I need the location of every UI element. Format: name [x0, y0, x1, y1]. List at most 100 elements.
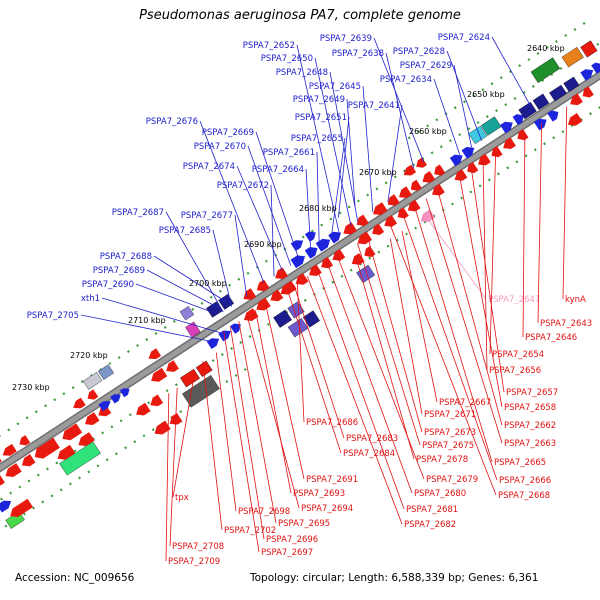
gene-glyph[interactable] — [82, 412, 100, 428]
gene-glyph[interactable] — [318, 256, 334, 271]
gene-label[interactable]: PSPA7_2685 — [159, 226, 211, 236]
gene-label[interactable]: PSPA7_2673 — [424, 428, 476, 438]
gene-label[interactable]: PSPA7_2669 — [202, 128, 254, 138]
gene-glyph[interactable] — [429, 183, 445, 199]
gene-glyph[interactable] — [241, 288, 257, 303]
gene-glyph[interactable] — [76, 432, 95, 449]
gene-glyph[interactable] — [408, 179, 422, 194]
gene-label[interactable]: PSPA7_2638 — [332, 49, 384, 59]
gene-label[interactable]: PSPA7_2667 — [439, 398, 491, 408]
gene-label[interactable]: PSPA7_2698 — [238, 507, 290, 517]
gene-label[interactable]: PSPA7_2661 — [263, 148, 315, 158]
gene-glyph[interactable] — [272, 267, 288, 282]
gene-glyph[interactable] — [119, 386, 132, 398]
gene-glyph[interactable] — [565, 112, 583, 129]
gene-label[interactable]: PSPA7_2677 — [181, 211, 233, 221]
gene-label[interactable]: PSPA7_2657 — [506, 388, 558, 398]
gene-glyph[interactable] — [268, 289, 284, 305]
gene-label[interactable]: PSPA7_2656 — [489, 366, 541, 376]
gene-label[interactable]: PSPA7_2691 — [306, 475, 358, 485]
gene-label[interactable]: PSPA7_2708 — [172, 542, 224, 552]
gene-glyph[interactable] — [480, 116, 502, 136]
gene-glyph[interactable] — [7, 498, 34, 521]
gene-glyph[interactable] — [59, 423, 83, 443]
gene-glyph[interactable] — [414, 157, 428, 171]
gene-label[interactable]: PSPA7_2645 — [309, 82, 361, 92]
gene-glyph[interactable] — [518, 101, 537, 120]
gene-label[interactable]: PSPA7_2686 — [306, 418, 358, 428]
gene-glyph[interactable] — [163, 360, 179, 375]
gene-glyph[interactable] — [561, 46, 584, 68]
gene-glyph[interactable] — [179, 305, 195, 321]
gene-label[interactable]: PSPA7_2651 — [295, 113, 347, 123]
gene-glyph[interactable] — [431, 164, 446, 178]
gene-label[interactable]: PSPA7_2697 — [261, 548, 313, 558]
gene-label[interactable]: PSPA7_2634 — [380, 75, 432, 85]
gene-label[interactable]: PSPA7_2681 — [406, 505, 458, 515]
gene-glyph[interactable] — [515, 129, 529, 143]
gene-glyph[interactable] — [181, 374, 220, 408]
gene-glyph[interactable] — [500, 137, 516, 152]
gene-label[interactable]: PSPA7_2662 — [504, 421, 556, 431]
gene-label[interactable]: PSPA7_2670 — [194, 142, 246, 152]
gene-glyph[interactable] — [354, 214, 369, 229]
gene-label[interactable]: PSPA7_2683 — [346, 434, 398, 444]
gene-glyph[interactable] — [146, 348, 162, 362]
gene-label[interactable]: PSPA7_2643 — [540, 319, 592, 329]
gene-glyph[interactable] — [273, 309, 293, 328]
gene-label[interactable]: PSPA7_2668 — [498, 491, 550, 501]
gene-label[interactable]: PSPA7_2689 — [93, 266, 145, 276]
gene-glyph[interactable] — [530, 57, 561, 84]
gene-glyph[interactable] — [563, 76, 580, 93]
gene-glyph[interactable] — [230, 321, 243, 334]
gene-glyph[interactable] — [382, 215, 398, 230]
gene-label[interactable]: PSPA7_2624 — [438, 33, 490, 43]
gene-glyph[interactable] — [148, 394, 164, 409]
gene-label[interactable]: PSPA7_2663 — [504, 439, 556, 449]
gene-glyph[interactable] — [0, 497, 14, 513]
gene-label[interactable]: PSPA7_2709 — [168, 557, 220, 567]
gene-label[interactable]: PSPA7_2684 — [343, 449, 395, 459]
gene-glyph[interactable] — [55, 444, 76, 463]
gene-glyph[interactable] — [290, 237, 306, 252]
gene-glyph[interactable] — [461, 144, 478, 159]
gene-label[interactable]: PSPA7_2647 — [488, 295, 540, 305]
gene-glyph[interactable] — [3, 463, 22, 480]
gene-glyph[interactable] — [533, 115, 550, 131]
gene-label[interactable]: PSPA7_2658 — [504, 403, 556, 413]
gene-glyph[interactable] — [452, 169, 468, 184]
gene-glyph[interactable] — [98, 398, 113, 412]
gene-glyph[interactable] — [500, 118, 516, 134]
gene-label[interactable]: PSPA7_2682 — [404, 520, 456, 530]
gene-label[interactable]: PSPA7_2655 — [291, 134, 343, 144]
gene-glyph[interactable] — [195, 360, 213, 378]
gene-glyph[interactable] — [548, 84, 567, 102]
gene-label[interactable]: PSPA7_2671 — [424, 410, 476, 420]
gene-glyph[interactable] — [167, 412, 183, 428]
gene-glyph[interactable] — [0, 474, 5, 493]
gene-label[interactable]: PSPA7_2628 — [393, 47, 445, 57]
gene-glyph[interactable] — [304, 244, 321, 259]
gene-glyph[interactable] — [152, 420, 171, 438]
gene-glyph[interactable] — [32, 437, 60, 462]
gene-glyph[interactable] — [370, 202, 388, 218]
gene-glyph[interactable] — [547, 108, 561, 122]
gene-label[interactable]: PSPA7_2649 — [293, 95, 345, 105]
gene-label[interactable]: PSPA7_2652 — [243, 41, 295, 51]
gene-label[interactable]: PSPA7_2693 — [293, 489, 345, 499]
gene-glyph[interactable] — [110, 391, 123, 404]
gene-glyph[interactable] — [385, 194, 400, 208]
gene-glyph[interactable] — [567, 93, 583, 109]
gene-glyph[interactable] — [420, 171, 436, 186]
gene-label[interactable]: PSPA7_2664 — [252, 165, 304, 175]
gene-label[interactable]: PSPA7_2694 — [301, 504, 353, 514]
gene-label[interactable]: PSPA7_2702 — [224, 526, 276, 536]
gene-glyph[interactable] — [464, 161, 479, 176]
gene-label[interactable]: PSPA7_2666 — [499, 476, 551, 486]
gene-glyph[interactable] — [254, 279, 270, 294]
gene-glyph[interactable] — [17, 435, 31, 448]
gene-glyph[interactable] — [330, 249, 346, 264]
gene-label[interactable]: PSPA7_2676 — [146, 117, 198, 127]
gene-label[interactable]: PSPA7_2695 — [278, 519, 330, 529]
gene-glyph[interactable] — [395, 207, 409, 221]
